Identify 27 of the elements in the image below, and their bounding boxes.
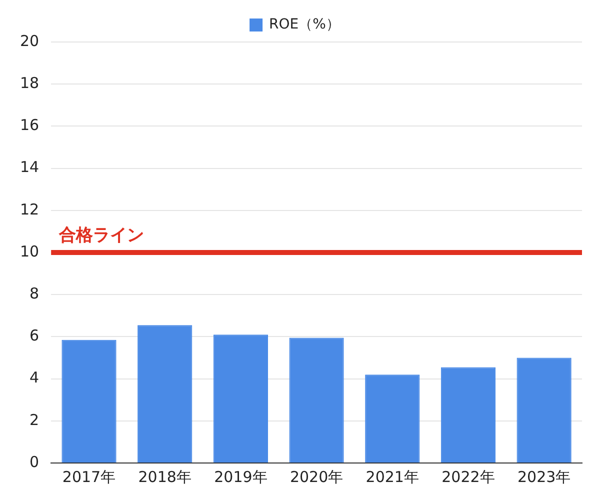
bar xyxy=(213,334,268,462)
y-tick-label: 14 xyxy=(20,158,40,176)
y-tick-label: 20 xyxy=(20,32,40,50)
legend-label: ROE（%） xyxy=(269,16,340,33)
y-tick-label: 6 xyxy=(30,326,40,345)
x-tick-label: 2021年 xyxy=(366,468,419,486)
bar xyxy=(289,338,344,462)
y-tick-label: 8 xyxy=(30,284,40,302)
bar xyxy=(440,367,496,462)
y-tick-label: 0 xyxy=(30,452,40,471)
ref-line-label: 合格ライン xyxy=(58,225,144,246)
x-tick-label: 2018年 xyxy=(138,468,192,486)
x-tick-label: 2023年 xyxy=(517,468,571,486)
bar xyxy=(516,358,572,462)
bar xyxy=(365,374,420,462)
x-tick-label: 2022年 xyxy=(442,468,495,486)
x-tick-label: 2019年 xyxy=(214,468,268,486)
bar xyxy=(62,340,116,462)
x-tick-label: 2017年 xyxy=(62,468,116,486)
x-tick-label: 2020年 xyxy=(290,468,344,486)
y-tick-label: 16 xyxy=(20,116,40,134)
y-tick-label: 4 xyxy=(30,368,40,387)
y-tick-label: 18 xyxy=(20,74,40,92)
y-tick-label: 10 xyxy=(20,242,40,260)
y-tick-label: 12 xyxy=(20,200,40,218)
y-tick-label: 2 xyxy=(30,410,40,429)
bar xyxy=(138,325,192,462)
